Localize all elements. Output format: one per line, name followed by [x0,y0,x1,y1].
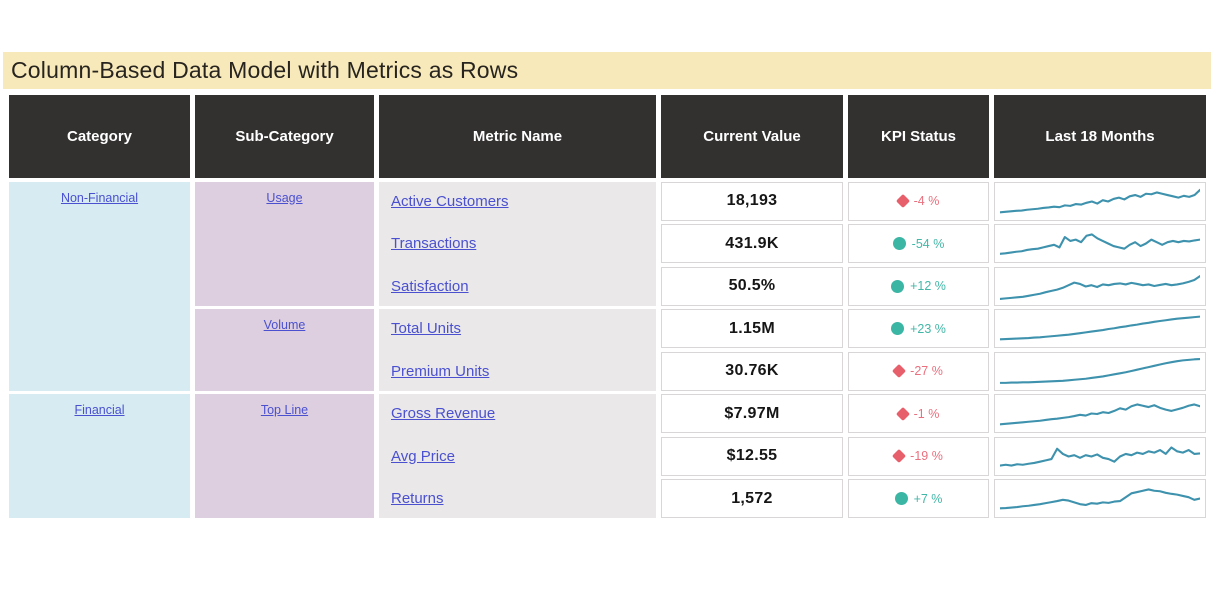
metric-row: Active Customers [379,182,656,221]
column-header-current-value[interactable]: Current Value [661,95,843,178]
category-group-non-financial: Non-Financial [9,181,190,391]
sparkline-cell [994,479,1206,518]
metric-name-group-top-line: Gross Revenue Avg Price Returns [379,394,656,518]
sparkline-chart [1000,228,1200,259]
column-header-last-18-months[interactable]: Last 18 Months [994,95,1206,178]
kpi-label: -19 % [910,449,943,463]
metrics-table: Category Sub-Category Metric Name Curren… [9,95,1206,518]
visual-title-text: Column-Based Data Model with Metrics as … [11,57,519,83]
sparkline-cell [994,436,1206,476]
subcategory-group-usage: Usage [195,181,374,306]
metric-row: Total Units [379,309,656,348]
kpi-status-cell: -1 % [848,394,989,433]
kpi-label: -4 % [913,194,940,208]
kpi-indicator-icon [892,363,907,379]
current-value-cell: 50.5% [661,266,843,306]
kpi-status-cell: -54 % [848,224,989,263]
metric-row: Satisfaction [379,267,656,306]
metric-link-total-units[interactable]: Total Units [391,320,462,337]
kpi-label: -1 % [913,406,940,421]
kpi-label: -54 % [911,236,945,251]
kpi-status-cell: +7 % [848,479,989,518]
current-value-cell: $12.55 [661,436,843,476]
kpi-indicator-icon [892,448,907,464]
metric-link-premium-units[interactable]: Premium Units [391,362,490,380]
metric-link-active-customers[interactable]: Active Customers [391,192,509,210]
metric-link-transactions[interactable]: Transactions [391,235,477,252]
kpi-label: -27 % [910,364,943,378]
metric-row: Avg Price [379,437,656,476]
column-header-category[interactable]: Category [9,95,190,178]
metric-link-gross-revenue[interactable]: Gross Revenue [391,405,496,422]
subcategory-link-volume[interactable]: Volume [263,318,306,332]
kpi-status-cell: +23 % [848,309,989,348]
kpi-indicator-icon [892,237,906,250]
sparkline-cell [994,394,1206,433]
category-link-non-financial[interactable]: Non-Financial [60,190,139,205]
kpi-status-cell: -27 % [848,351,989,391]
sparkline-chart [1000,271,1200,302]
column-header-subcategory[interactable]: Sub-Category [195,95,374,178]
metric-link-satisfaction[interactable]: Satisfaction [391,277,469,295]
metric-link-returns[interactable]: Returns [391,490,444,507]
kpi-indicator-icon [895,193,910,209]
subcategory-group-volume: Volume [195,309,374,391]
kpi-label: +7 % [913,491,943,506]
sparkline-cell [994,266,1206,306]
current-value-cell: $7.97M [661,394,843,433]
kpi-status-cell: -4 % [848,181,989,221]
kpi-indicator-icon [891,279,905,293]
subcategory-group-top-line: Top Line [195,394,374,518]
sparkline-cell [994,309,1206,348]
sparkline-cell [994,181,1206,221]
metric-row: Premium Units [379,352,656,391]
visual-title: Column-Based Data Model with Metrics as … [3,52,1211,89]
sparkline-chart [1000,186,1200,217]
sparkline-chart [1000,398,1200,429]
kpi-status-cell: -19 % [848,436,989,476]
current-value-cell: 431.9K [661,224,843,263]
column-header-kpi-status[interactable]: KPI Status [848,95,989,178]
metric-name-group-usage: Active Customers Transactions Satisfacti… [379,181,656,306]
category-group-financial: Financial [9,394,190,518]
current-value-cell: 1.15M [661,309,843,348]
kpi-indicator-icon [891,322,905,335]
metric-row: Returns [379,479,656,518]
current-value-cell: 30.76K [661,351,843,391]
sparkline-chart [1000,483,1200,514]
sparkline-chart [1000,313,1200,344]
subcategory-link-usage[interactable]: Usage [266,190,303,205]
category-link-financial[interactable]: Financial [74,403,125,417]
kpi-indicator-icon [894,492,908,505]
column-header-metric-name[interactable]: Metric Name [379,95,656,178]
kpi-label: +12 % [910,279,946,293]
metric-link-avg-price[interactable]: Avg Price [391,447,455,465]
metric-row: Transactions [379,224,656,263]
current-value-cell: 18,193 [661,181,843,221]
metric-row: Gross Revenue [379,394,656,433]
sparkline-cell [994,351,1206,391]
sparkline-chart [1000,356,1200,387]
subcategory-link-top-line[interactable]: Top Line [260,403,309,417]
kpi-status-cell: +12 % [848,266,989,306]
sparkline-cell [994,224,1206,263]
kpi-label: +23 % [910,321,946,336]
kpi-indicator-icon [895,406,910,421]
metric-name-group-volume: Total Units Premium Units [379,309,656,391]
sparkline-chart [1000,441,1200,472]
current-value-cell: 1,572 [661,479,843,518]
